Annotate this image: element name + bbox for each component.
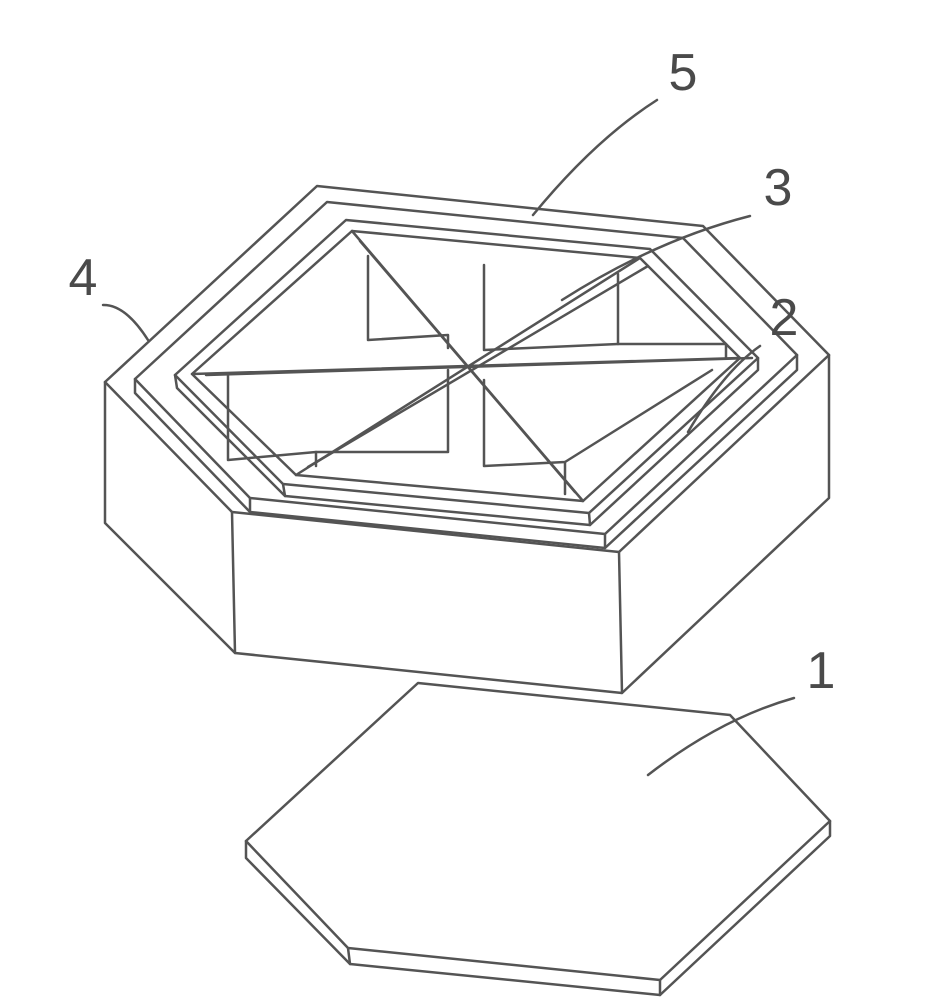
insert-divider [360, 241, 575, 492]
box-outer-side [619, 552, 622, 693]
label-1: 1 [807, 642, 836, 700]
lid-top-face [246, 683, 830, 980]
box-outer-side [232, 512, 235, 653]
insert-rim-side [589, 513, 590, 525]
insert-divider [308, 266, 648, 467]
label-5: 5 [669, 44, 698, 102]
insert-compartment-wall [368, 256, 448, 348]
leader-line-5 [533, 100, 657, 215]
leader-line-4 [103, 305, 148, 340]
label-3: 3 [764, 159, 793, 217]
technical-diagram: 1 2 3 4 5 [0, 0, 944, 1000]
label-2: 2 [770, 289, 799, 347]
lid-edge [246, 821, 830, 995]
label-4: 4 [69, 249, 98, 307]
insert-compartment-wall [228, 370, 448, 460]
insert-compartment-wall [484, 370, 712, 466]
